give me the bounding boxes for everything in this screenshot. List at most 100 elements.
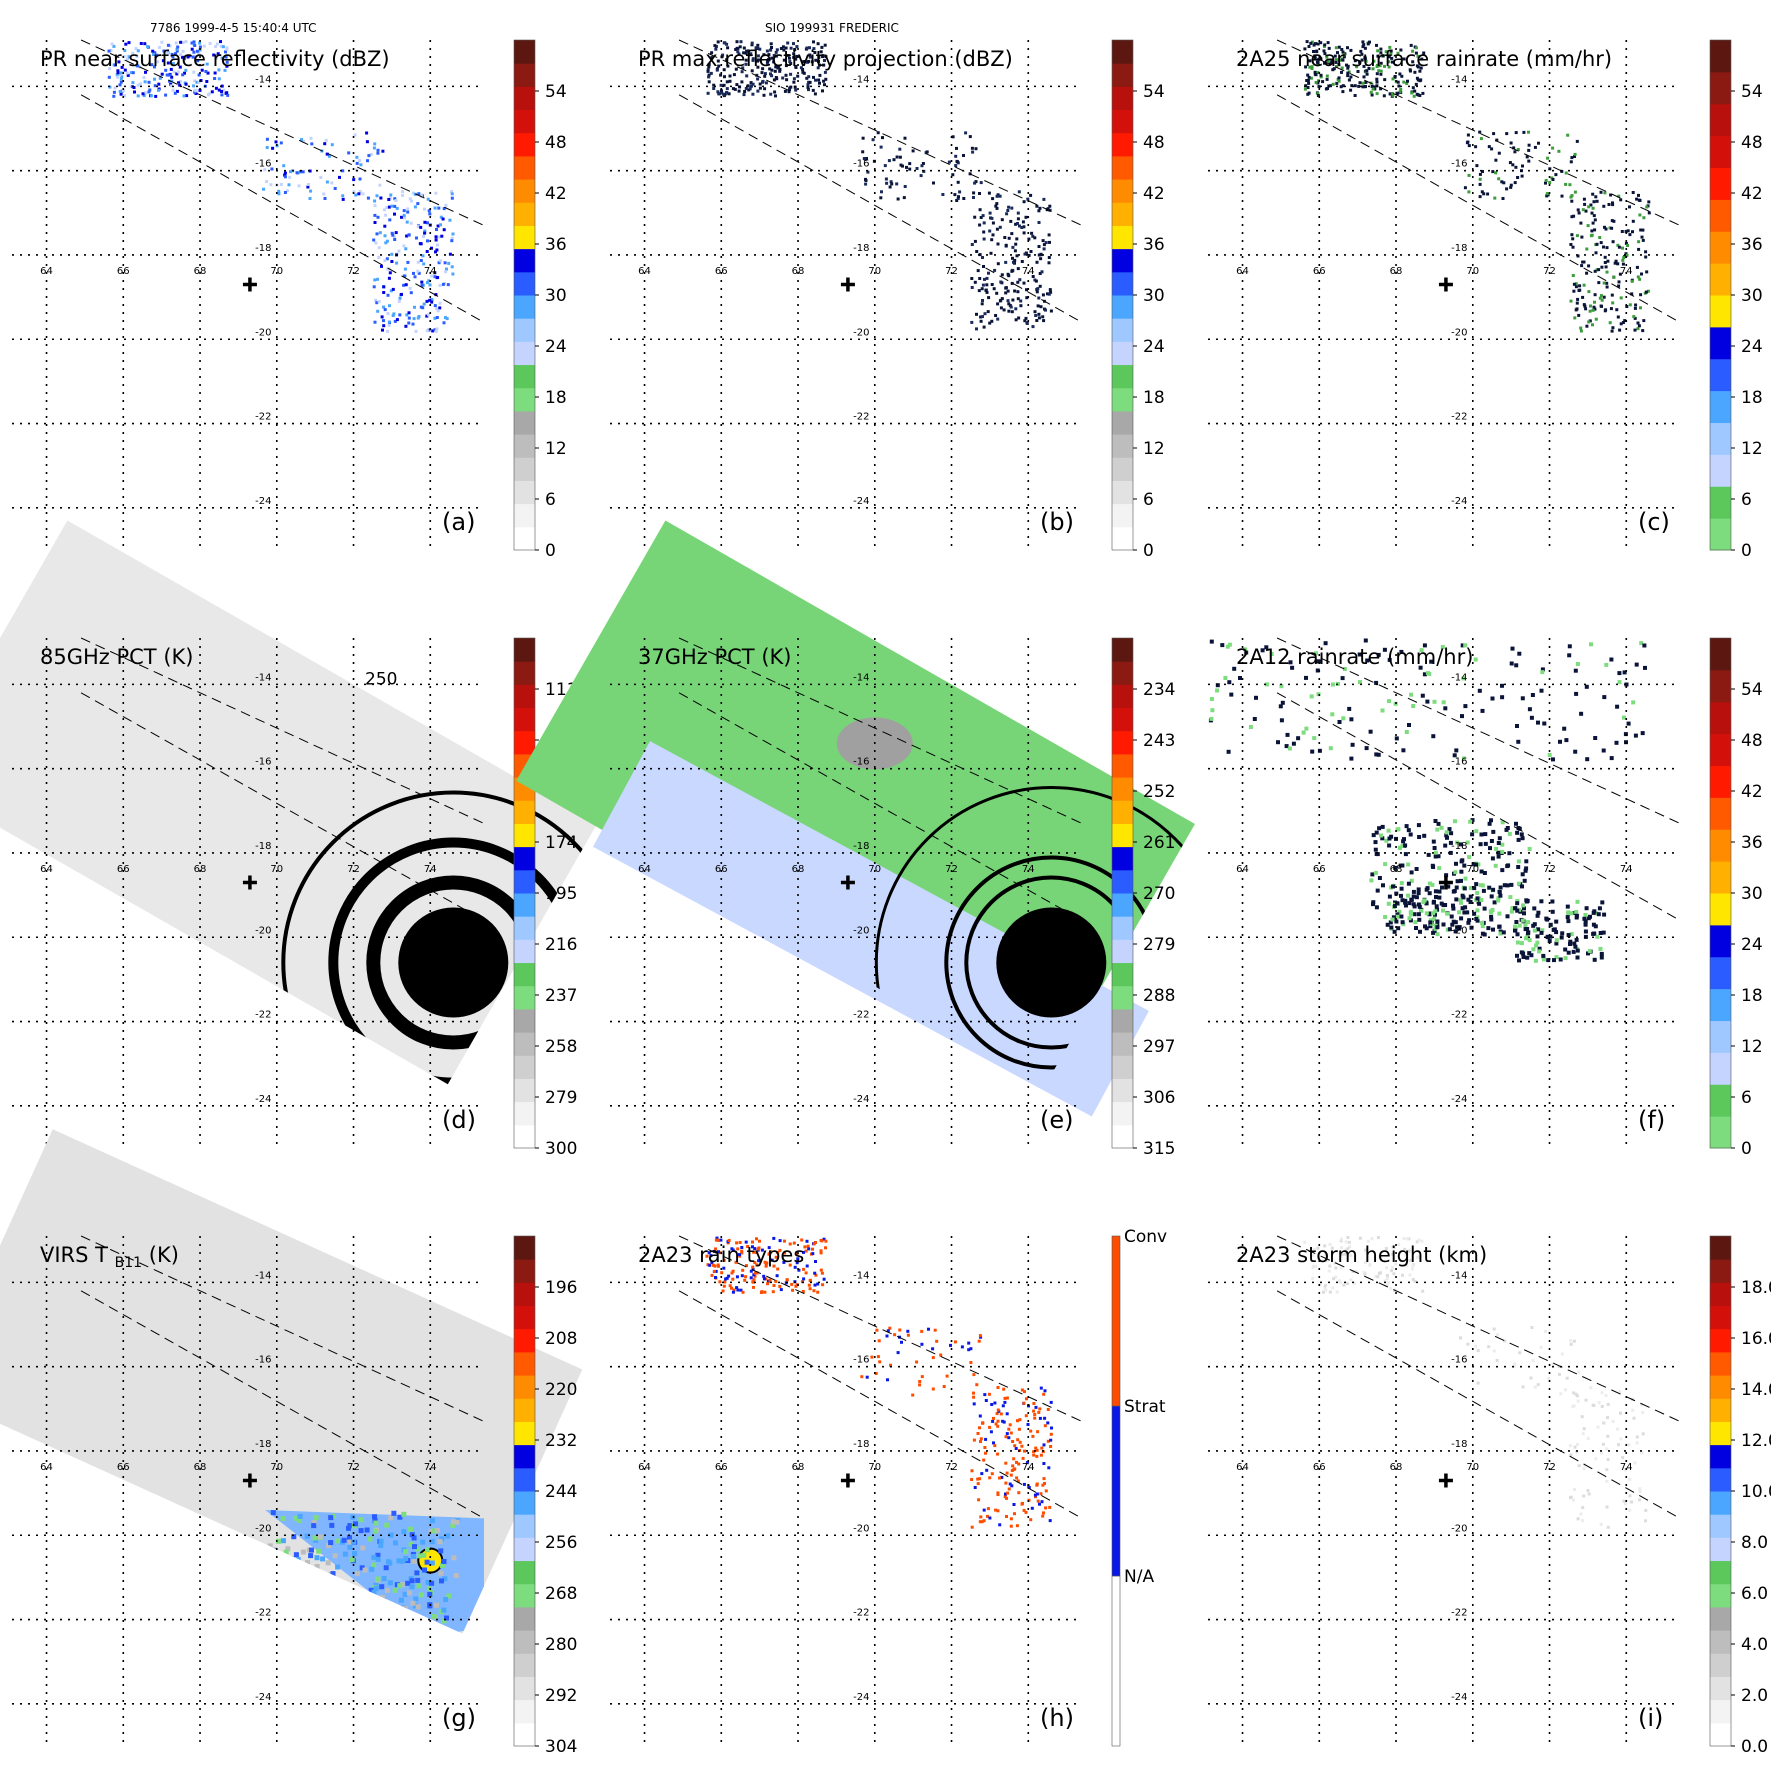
panel-title: 85GHz PCT (K) <box>40 645 193 669</box>
rain-cell-pixel <box>1622 670 1627 675</box>
echo-pixel <box>955 159 959 163</box>
echo-pixel <box>116 69 120 73</box>
rain-type-pixel <box>975 1383 979 1387</box>
echo-pixel <box>386 293 390 297</box>
echo-pixel <box>766 59 770 63</box>
rain-cell-pixel <box>1520 884 1524 889</box>
rain-type-pixel <box>767 1246 771 1250</box>
rain-cell-pixel <box>1483 832 1488 837</box>
echo-pixel <box>341 194 345 198</box>
echo-pixel <box>265 180 269 183</box>
lon-tick-label: 68 <box>194 1462 207 1473</box>
echo-pixel <box>435 316 439 319</box>
storm-height-pixel <box>1623 1468 1627 1472</box>
colorbar-label: 195 <box>545 884 577 904</box>
echo-pixel <box>420 280 424 284</box>
echo-pixel <box>1023 252 1027 256</box>
echo-pixel <box>1416 93 1420 97</box>
rain-type-pixel <box>727 1239 731 1242</box>
rain-type-pixel <box>1025 1397 1028 1401</box>
echo-pixel <box>1035 319 1039 322</box>
echo-pixel <box>437 261 441 265</box>
panel-letter: (d) <box>442 1106 476 1134</box>
echo-pixel <box>295 171 299 175</box>
echo-pixel <box>720 91 724 95</box>
storm-height-pixel <box>1418 1255 1422 1259</box>
colorbar-segment <box>1112 248 1133 273</box>
colorbar-segment <box>1710 1722 1731 1747</box>
storm-height-pixel <box>1417 1238 1421 1242</box>
rain-cell-pixel <box>1631 700 1636 705</box>
rain-cell-pixel <box>1371 833 1376 838</box>
echo-pixel <box>208 42 212 45</box>
echo-pixel <box>1578 288 1582 292</box>
rain-cell-pixel <box>1284 744 1289 749</box>
echo-pixel <box>1628 233 1632 237</box>
echo-pixel <box>1027 253 1031 257</box>
rain-type-pixel <box>1008 1482 1012 1486</box>
rain-cell-pixel <box>1523 868 1528 873</box>
echo-pixel <box>744 51 748 55</box>
echo-pixel <box>193 88 197 92</box>
echo-pixel <box>450 196 454 200</box>
rain-cell-pixel <box>1459 878 1463 883</box>
echo-pixel <box>723 75 726 79</box>
cloud-pixel-pixel <box>349 1557 355 1563</box>
echo-pixel <box>423 229 427 233</box>
echo-pixel <box>171 88 175 92</box>
echo-pixel <box>1337 45 1341 49</box>
echo-pixel <box>419 259 423 262</box>
panel-letter: (h) <box>1040 1704 1074 1732</box>
colorbar-segment <box>1112 638 1133 662</box>
panel-letter: (g) <box>442 1704 476 1732</box>
rain-type-pixel <box>813 1283 817 1287</box>
rain-cell-pixel <box>1276 740 1280 745</box>
rain-cell-pixel <box>1515 901 1520 906</box>
echo-pixel <box>749 81 753 85</box>
cloud-pixel-pixel <box>375 1576 381 1582</box>
echo-pixel <box>1315 60 1319 64</box>
echo-pixel <box>756 43 760 47</box>
echo-pixel <box>1333 54 1337 58</box>
echo-pixel <box>383 234 387 238</box>
echo-pixel <box>1546 156 1550 160</box>
echo-pixel <box>1610 329 1614 333</box>
rain-type-pixel <box>1033 1416 1037 1420</box>
cloud-pixel-pixel <box>276 1538 282 1544</box>
rain-cell-pixel <box>1598 946 1603 951</box>
echo-pixel <box>1615 308 1619 312</box>
echo-pixel <box>979 319 983 323</box>
rain-cell-pixel <box>1505 826 1510 830</box>
echo-pixel <box>976 269 980 273</box>
rain-type-pixel <box>764 1264 768 1268</box>
colorbar-segment <box>1710 1305 1731 1330</box>
colorbar-segment <box>1710 1467 1731 1492</box>
echo-pixel <box>407 321 411 325</box>
rain-type-pixel <box>1029 1518 1033 1522</box>
rain-type-pixel <box>994 1508 998 1512</box>
rain-cell-pixel <box>1440 885 1444 890</box>
rain-type-pixel <box>1048 1505 1052 1509</box>
echo-pixel <box>412 271 415 275</box>
echo-pixel <box>994 314 998 317</box>
rain-cell-pixel <box>1583 929 1588 934</box>
echo-pixel <box>1416 78 1420 82</box>
echo-pixel <box>369 152 373 156</box>
echo-pixel <box>1595 242 1599 246</box>
echo-pixel <box>327 154 331 158</box>
storm-height-pixel <box>1529 1376 1533 1380</box>
echo-pixel <box>1393 75 1397 78</box>
lon-tick-label: 64 <box>638 864 651 875</box>
echo-pixel <box>214 45 218 49</box>
rain-type-pixel <box>712 1269 716 1273</box>
rain-cell-pixel <box>1564 738 1569 743</box>
echo-pixel <box>427 328 431 332</box>
cloud-pixel-pixel <box>396 1558 402 1564</box>
rain-type-pixel <box>911 1393 915 1397</box>
echo-pixel <box>113 86 117 90</box>
echo-pixel <box>1039 252 1043 256</box>
storm-height-pixel <box>1390 1269 1394 1273</box>
storm-height-pixel <box>1597 1401 1601 1405</box>
echo-pixel <box>198 45 202 49</box>
echo-pixel <box>160 40 164 44</box>
